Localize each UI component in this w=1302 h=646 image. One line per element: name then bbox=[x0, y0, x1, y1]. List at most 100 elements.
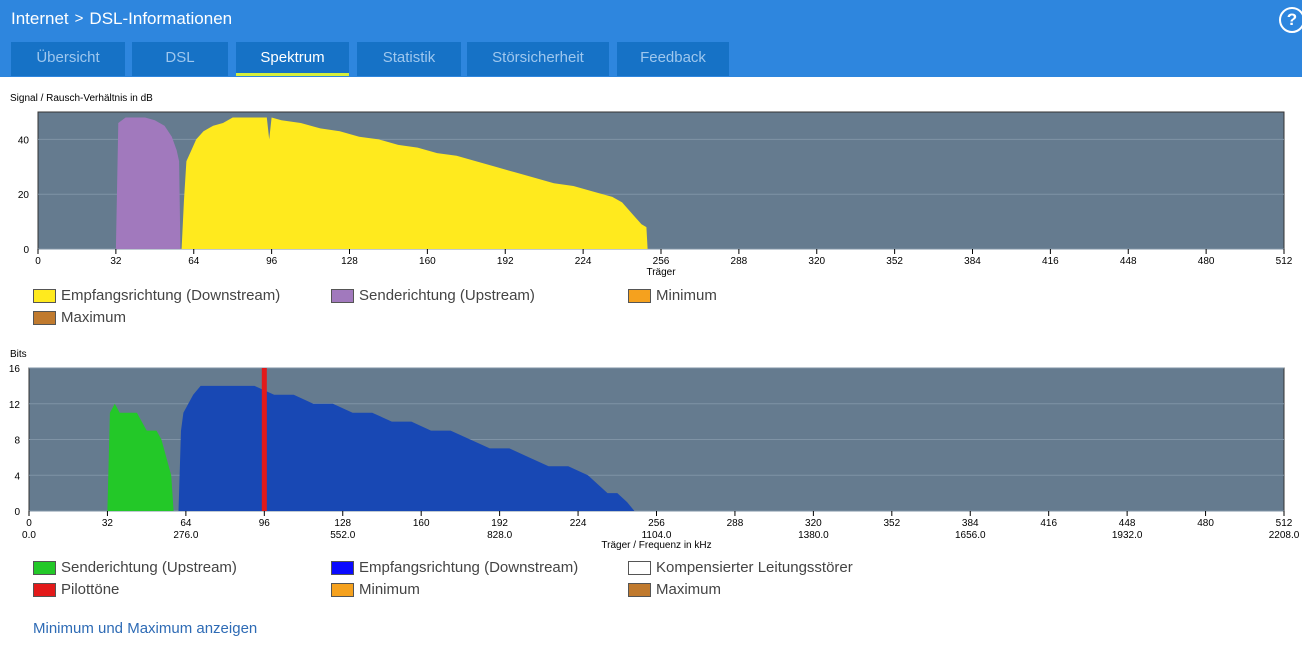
snr-chart-title: Signal / Rausch-Verhältnis in dB bbox=[10, 93, 153, 104]
legend-item-bits-maximum: Maximum bbox=[628, 581, 721, 598]
x-tick-label: 288 bbox=[731, 256, 748, 267]
x-tick-label: 416 bbox=[1042, 256, 1059, 267]
help-icon[interactable]: ? bbox=[1279, 7, 1302, 33]
x-tick-label: 224 bbox=[575, 256, 592, 267]
y-tick-label: 20 bbox=[18, 190, 30, 201]
y-tick-label: 0 bbox=[23, 245, 29, 256]
x-axis-label: Träger / Frequenz in kHz bbox=[601, 540, 711, 551]
x-tick-khz-label: 828.0 bbox=[487, 530, 512, 541]
tab-uebersicht[interactable]: Übersicht bbox=[11, 42, 125, 76]
breadcrumb-separator: > bbox=[74, 10, 84, 27]
breadcrumb-current-page: DSL-Informationen bbox=[89, 9, 233, 28]
legend-label: Maximum bbox=[656, 581, 722, 598]
x-tick-label: 448 bbox=[1119, 518, 1136, 529]
legend-item-downstream: Empfangsrichtung (Downstream) bbox=[33, 287, 280, 304]
header-bar: Internet > DSL-Informationen ? Übersicht… bbox=[0, 0, 1302, 77]
breadcrumb-root[interactable]: Internet bbox=[11, 9, 69, 28]
x-tick-label: 64 bbox=[188, 256, 200, 267]
x-tick-label: 96 bbox=[259, 518, 271, 529]
x-tick-label: 448 bbox=[1120, 256, 1137, 267]
x-tick-label: 256 bbox=[648, 518, 665, 529]
x-tick-label: 160 bbox=[413, 518, 430, 529]
x-tick-label: 0 bbox=[26, 518, 32, 529]
legend-item-minimum: Minimum bbox=[628, 287, 717, 304]
x-tick-khz-label: 1380.0 bbox=[798, 530, 829, 541]
y-tick-label: 4 bbox=[14, 471, 20, 482]
legend-swatch bbox=[33, 582, 56, 597]
snr-chart: 0 20 40 0 32 64 96 128 160 192 224 256 288 320 352 384 4… bbox=[18, 111, 1293, 278]
legend-label: Kompensierter Leitungsstörer bbox=[656, 559, 853, 576]
x-tick-label: 0 bbox=[35, 256, 41, 267]
tab-feedback[interactable]: Feedback bbox=[617, 42, 729, 76]
legend-label: Senderichtung (Upstream) bbox=[359, 287, 535, 304]
legend-label: Senderichtung (Upstream) bbox=[61, 559, 237, 576]
legend-swatch bbox=[331, 560, 354, 575]
x-tick-label: 128 bbox=[341, 256, 358, 267]
x-tick-label: 32 bbox=[110, 256, 122, 267]
x-tick-label: 320 bbox=[808, 256, 825, 267]
x-tick-label: 416 bbox=[1040, 518, 1057, 529]
y-tick-label: 12 bbox=[9, 400, 21, 411]
legend-label: Pilottöne bbox=[61, 581, 120, 598]
series-area-1 bbox=[181, 117, 648, 249]
y-tick-label: 40 bbox=[18, 135, 30, 146]
series-area-1 bbox=[178, 385, 635, 511]
series-area-0 bbox=[107, 403, 174, 511]
x-tick-label: 384 bbox=[964, 256, 981, 267]
tab-dsl[interactable]: DSL bbox=[132, 42, 228, 76]
x-tick-label: 224 bbox=[570, 518, 587, 529]
legend-swatch bbox=[628, 288, 651, 303]
legend-item-pilot: Pilottöne bbox=[33, 581, 119, 598]
legend-label: Empfangsrichtung (Downstream) bbox=[359, 559, 579, 576]
x-tick-khz-label: 1656.0 bbox=[955, 530, 986, 541]
legend-swatch bbox=[331, 582, 354, 597]
x-tick-label: 160 bbox=[419, 256, 436, 267]
x-tick-label: 512 bbox=[1276, 518, 1293, 529]
tab-stoersicherheit[interactable]: Störsicherheit bbox=[467, 42, 609, 76]
x-axis-label: Träger bbox=[646, 267, 676, 278]
x-tick-label: 192 bbox=[497, 256, 514, 267]
breadcrumb: Internet > DSL-Informationen bbox=[11, 9, 232, 29]
x-tick-khz-label: 2208.0 bbox=[1269, 530, 1300, 541]
x-tick-label: 384 bbox=[962, 518, 979, 529]
y-tick-label: 0 bbox=[14, 507, 20, 518]
x-tick-label: 480 bbox=[1198, 256, 1215, 267]
x-tick-khz-label: 1932.0 bbox=[1112, 530, 1143, 541]
x-tick-label: 64 bbox=[180, 518, 192, 529]
legend-item-bits-minimum: Minimum bbox=[331, 581, 420, 598]
legend-swatch bbox=[628, 582, 651, 597]
legend-swatch bbox=[628, 560, 651, 575]
x-tick-label: 192 bbox=[491, 518, 508, 529]
x-tick-label: 256 bbox=[653, 256, 670, 267]
legend-item-bits-downstream: Empfangsrichtung (Downstream) bbox=[331, 559, 578, 576]
legend-label: Minimum bbox=[656, 287, 717, 304]
y-tick-label: 8 bbox=[14, 436, 20, 447]
tab-statistik[interactable]: Statistik bbox=[357, 42, 461, 76]
legend-swatch bbox=[331, 288, 354, 303]
x-tick-label: 288 bbox=[727, 518, 744, 529]
legend-item-bits-upstream: Senderichtung (Upstream) bbox=[33, 559, 237, 576]
legend-item-upstream: Senderichtung (Upstream) bbox=[331, 287, 535, 304]
legend-swatch bbox=[33, 288, 56, 303]
bits-chart-title: Bits bbox=[10, 349, 27, 360]
legend-item-compensated: Kompensierter Leitungsstörer bbox=[628, 559, 853, 576]
x-tick-label: 320 bbox=[805, 518, 822, 529]
x-tick-khz-label: 276.0 bbox=[173, 530, 198, 541]
x-tick-label: 128 bbox=[334, 518, 351, 529]
series-area-0 bbox=[115, 117, 181, 249]
x-tick-label: 352 bbox=[883, 518, 900, 529]
show-min-max-link[interactable]: Minimum und Maximum anzeigen bbox=[33, 620, 258, 637]
x-tick-label: 352 bbox=[886, 256, 903, 267]
tab-spektrum[interactable]: Spektrum bbox=[236, 42, 349, 76]
x-tick-label: 32 bbox=[102, 518, 114, 529]
legend-item-maximum: Maximum bbox=[33, 309, 126, 326]
legend-swatch bbox=[33, 560, 56, 575]
legend-label: Minimum bbox=[359, 581, 420, 598]
y-tick-label: 16 bbox=[9, 364, 21, 375]
x-tick-khz-label: 552.0 bbox=[330, 530, 355, 541]
legend-swatch bbox=[33, 310, 56, 325]
x-tick-label: 96 bbox=[266, 256, 278, 267]
x-tick-label: 512 bbox=[1276, 256, 1293, 267]
